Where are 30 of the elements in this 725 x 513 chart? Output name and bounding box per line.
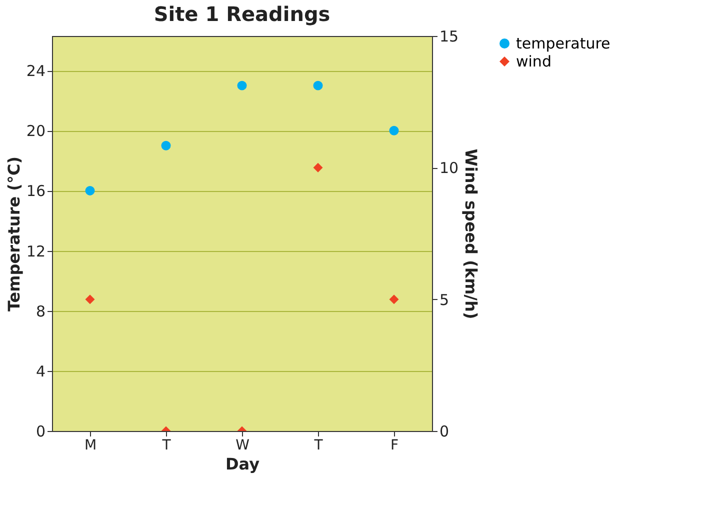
x-tick-label: T (161, 438, 172, 454)
point (85, 294, 95, 304)
point (313, 162, 323, 172)
point (313, 80, 323, 90)
x-tick-label: F (390, 438, 399, 454)
y2-tick-label: 5 (440, 290, 450, 309)
point (389, 294, 399, 304)
x-axis-title: Day (225, 454, 260, 474)
y2-tick-label: 15 (440, 28, 459, 46)
point (161, 140, 171, 150)
y2-tick-label: 10 (440, 159, 459, 178)
x-tick-label: M (84, 438, 97, 454)
y-tick-label: 20 (26, 122, 46, 140)
x-tick-label: W (236, 438, 250, 454)
point (389, 126, 399, 136)
legend-label: wind (516, 52, 552, 70)
x-tick-label: T (313, 438, 324, 454)
chart-title: Site 1 Readings (154, 2, 330, 26)
y-tick-label: 4 (36, 362, 46, 380)
y-axis-title: Temperature (°C) (4, 156, 24, 312)
y-tick-label: 0 (36, 422, 46, 440)
y-tick-label: 8 (36, 302, 46, 320)
y2-tick-label: 0 (440, 422, 450, 440)
point (237, 80, 247, 90)
y-tick-label: 12 (26, 242, 46, 260)
legend-label: temperature (516, 34, 610, 52)
y-tick-label: 24 (26, 62, 46, 80)
y-tick-label: 16 (26, 182, 46, 200)
point (85, 186, 95, 196)
y2-axis-title: Wind speed (km/h) (462, 148, 481, 320)
